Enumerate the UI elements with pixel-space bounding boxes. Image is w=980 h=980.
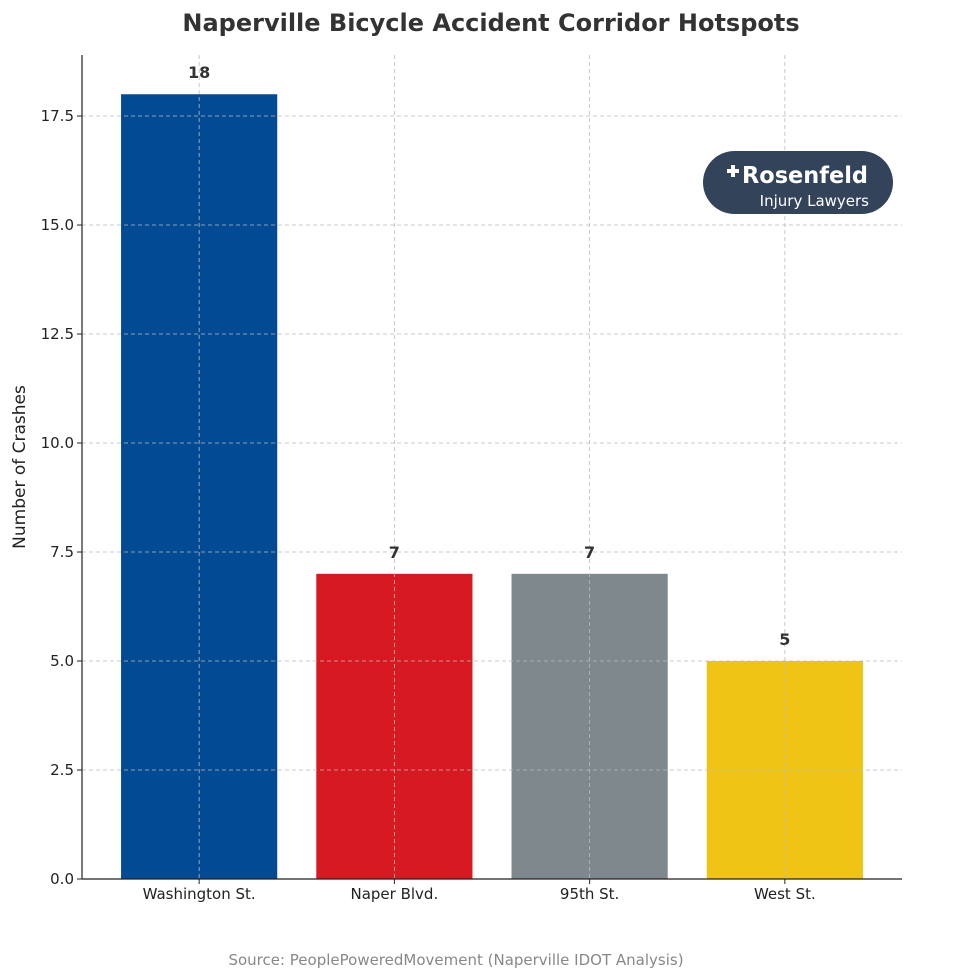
x-tick-label-3: West St. bbox=[754, 885, 816, 903]
y-tick-label-7: 17.5 bbox=[41, 107, 74, 125]
data-label-3: 5 bbox=[779, 630, 790, 649]
logo-plus-icon bbox=[727, 165, 739, 177]
y-tick-label-0: 0.0 bbox=[50, 870, 74, 888]
x-tick-label-2: 95th St. bbox=[560, 885, 619, 903]
y-tick-label-4: 10.0 bbox=[41, 434, 74, 452]
y-tick-label-2: 5.0 bbox=[50, 652, 74, 670]
y-tick-label-6: 15.0 bbox=[41, 216, 74, 234]
x-tick-label-1: Naper Blvd. bbox=[351, 885, 439, 903]
y-axis-label: Number of Crashes bbox=[10, 385, 30, 549]
data-label-2: 7 bbox=[584, 543, 595, 562]
y-tick-label-1: 2.5 bbox=[50, 761, 74, 779]
logo-background bbox=[703, 151, 893, 214]
logo-line1: Rosenfeld bbox=[742, 163, 868, 189]
x-tick-label-0: Washington St. bbox=[143, 885, 256, 903]
y-tick-label-3: 7.5 bbox=[50, 543, 74, 561]
source-note: Source: PeoplePoweredMovement (Napervill… bbox=[228, 951, 683, 969]
rosenfeld-logo: Rosenfeld Injury Lawyers bbox=[703, 151, 893, 214]
y-tick-label-5: 12.5 bbox=[41, 325, 74, 343]
data-label-0: 18 bbox=[188, 63, 210, 82]
logo-line2: Injury Lawyers bbox=[760, 192, 870, 210]
data-label-1: 7 bbox=[389, 543, 400, 562]
chart-title: Naperville Bicycle Accident Corridor Hot… bbox=[182, 9, 799, 37]
